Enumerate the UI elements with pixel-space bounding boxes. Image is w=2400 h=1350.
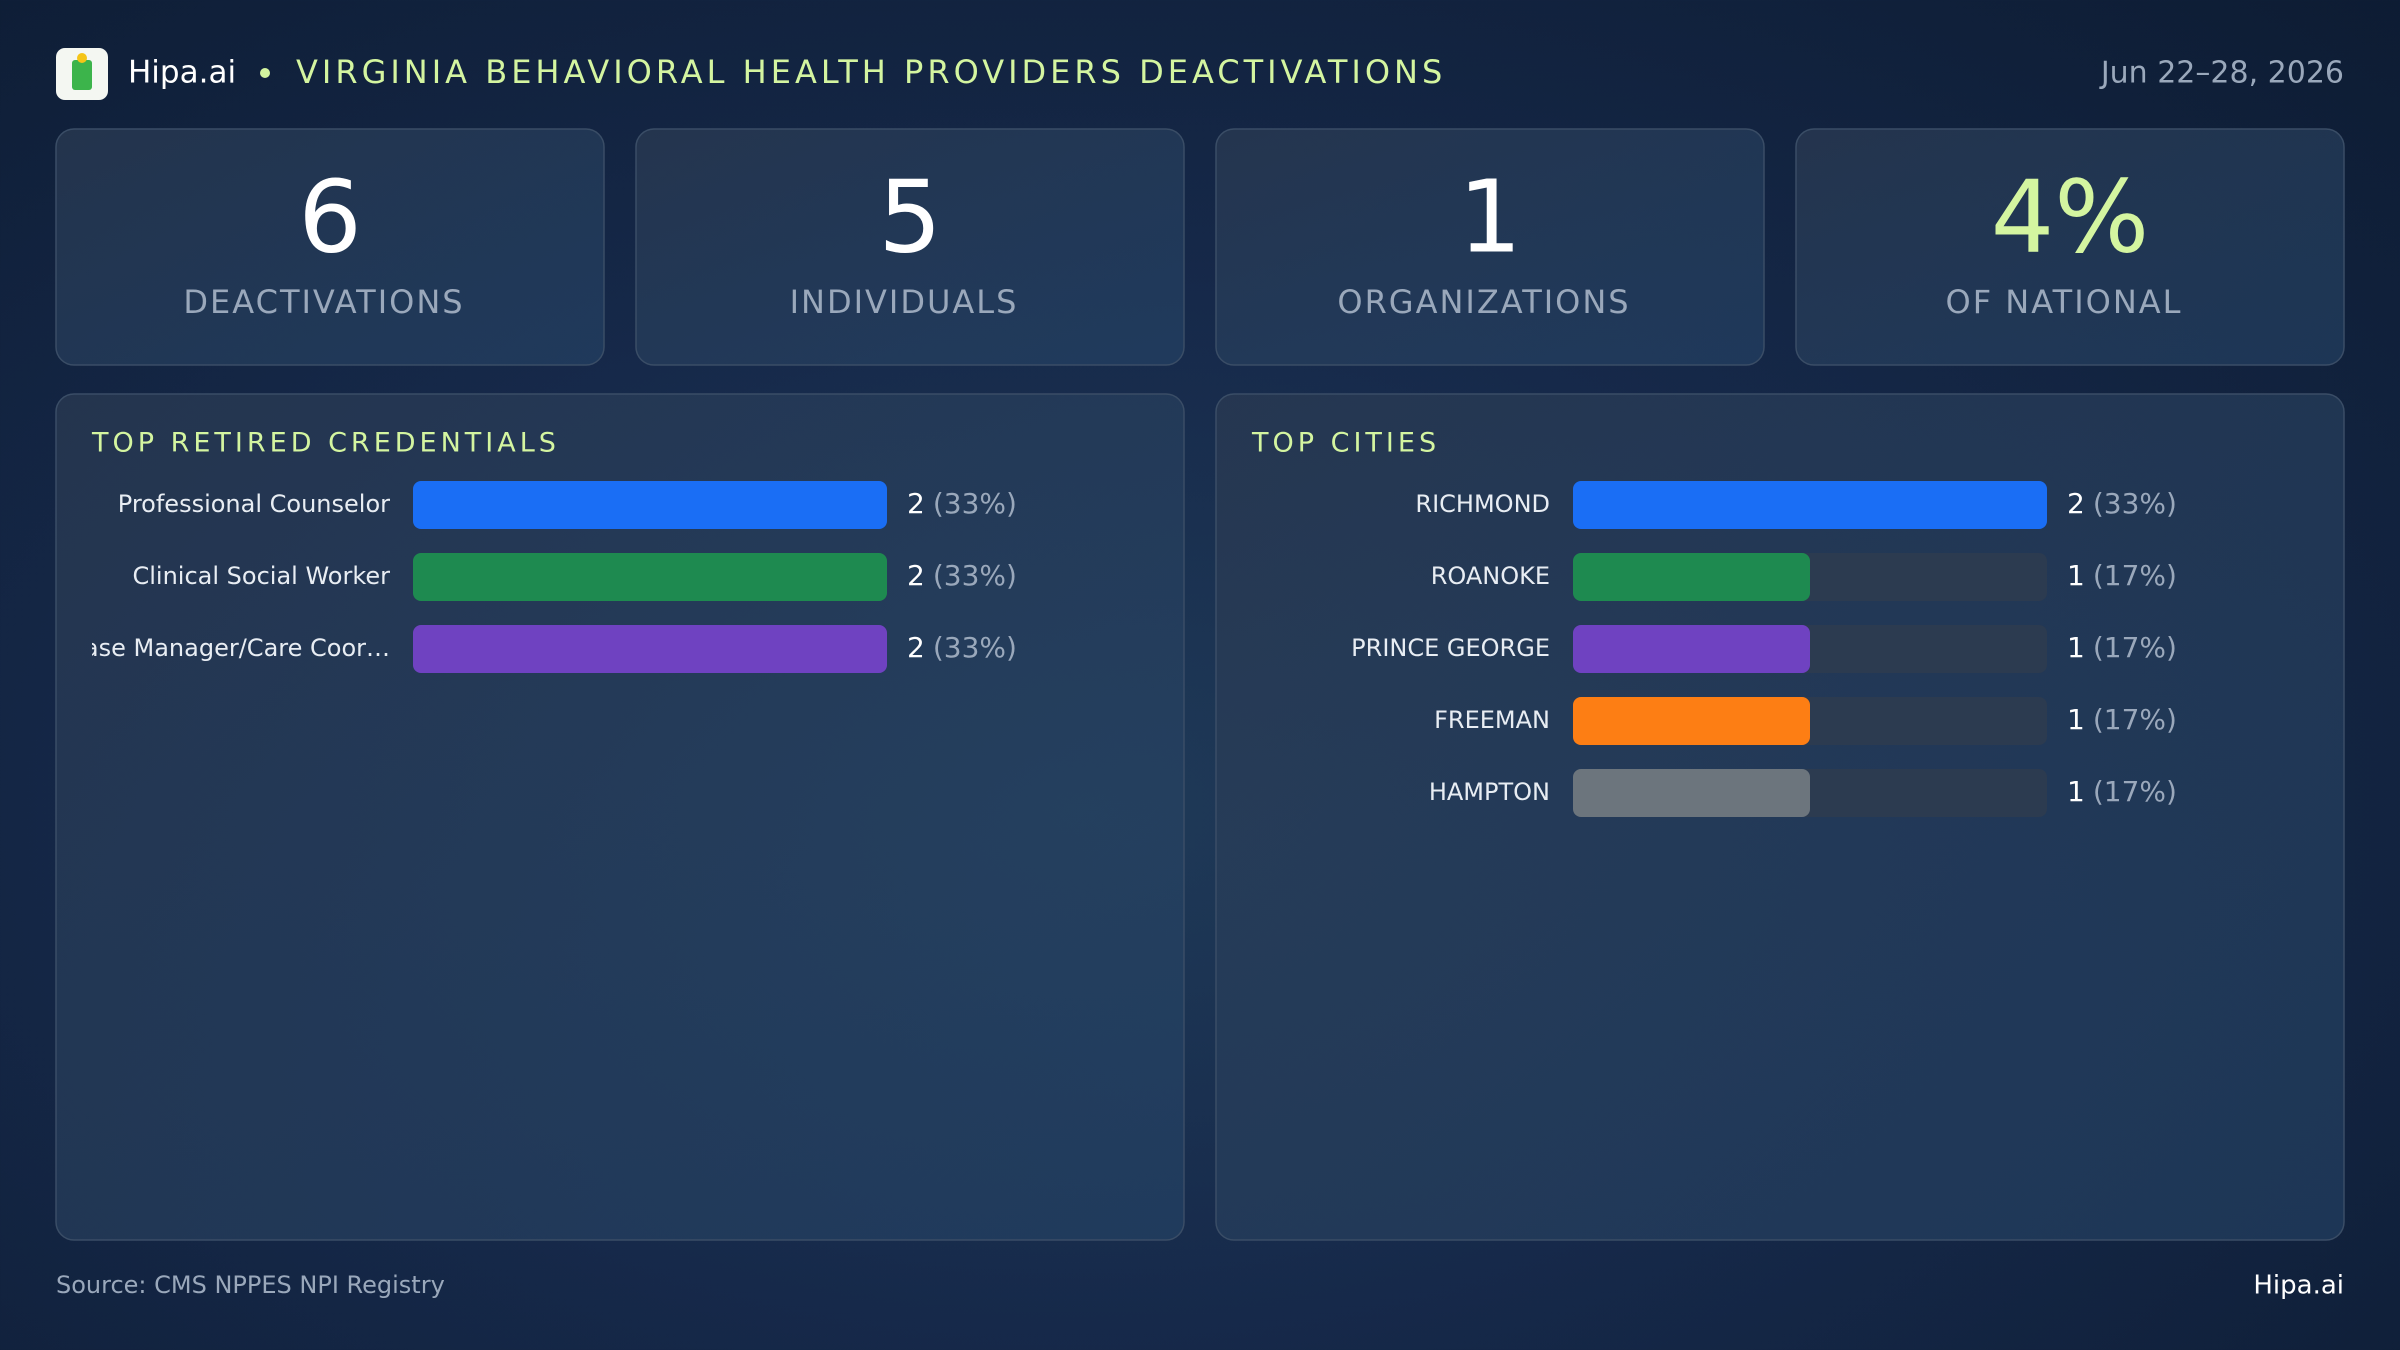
source: Source: CMS NPPES NPI Registry: [56, 1271, 445, 1299]
panel-title: TOP CITIES: [1251, 428, 1440, 459]
kpi-label: INDIVIDUALS: [790, 283, 1019, 321]
bar: [1573, 697, 1810, 745]
count: 1: [2067, 775, 2085, 808]
percent: (17%): [2093, 703, 2177, 736]
value-label: 1 (17%): [2067, 559, 2177, 592]
separator: [260, 68, 270, 78]
logo-dot: [77, 53, 87, 63]
percent: (33%): [2093, 487, 2177, 520]
value-label: 1 (17%): [2067, 775, 2177, 808]
bar: [413, 553, 887, 601]
kpi-label: ORGANIZATIONS: [1337, 283, 1630, 321]
kpi-value: 4%: [1991, 158, 2150, 275]
panel: [55, 393, 1185, 1241]
count: 2: [907, 487, 925, 520]
page-title: VIRGINIA BEHAVIORAL HEALTH PROVIDERS DEA…: [296, 53, 1446, 91]
count: 2: [2067, 487, 2085, 520]
category-label: Clinical Social Worker: [132, 562, 390, 590]
date-range: Jun 22–28, 2026: [2099, 56, 2344, 91]
count: 2: [907, 559, 925, 592]
category-label: FREEMAN: [1434, 706, 1550, 734]
logo-icon: [72, 60, 92, 90]
kpi-value: 5: [878, 158, 942, 275]
footer-brand: Hipa.ai: [2253, 1271, 2344, 1301]
percent: (33%): [933, 631, 1017, 664]
kpi-card: [55, 128, 605, 366]
bar: [1573, 769, 1810, 817]
bar: [1573, 481, 2047, 529]
value-label: 2 (33%): [907, 559, 1017, 592]
value-label: 1 (17%): [2067, 703, 2177, 736]
bar-chart: Professional Counselor 2 (33%)Clinical Soc…: [67, 481, 1017, 673]
category-label: Case Manager/Care Coor…: [67, 634, 390, 662]
panel-title: TOP RETIRED CREDENTIALS: [91, 428, 560, 459]
bar: [1573, 625, 1810, 673]
count: 1: [2067, 559, 2085, 592]
count: 1: [2067, 703, 2085, 736]
value-label: 2 (33%): [2067, 487, 2177, 520]
kpi-value: 6: [298, 158, 362, 275]
category-label: HAMPTON: [1429, 778, 1550, 806]
category-label: PRINCE GEORGE: [1351, 634, 1550, 662]
count: 2: [907, 631, 925, 664]
bar: [413, 625, 887, 673]
category-label: RICHMOND: [1415, 490, 1550, 518]
bar-chart: RICHMOND 2 (33%)ROANOKE 1 (17%)PRINCE GEORGE…: [1351, 481, 2177, 817]
brand: Hipa.ai: [128, 55, 236, 91]
kpi-card: [635, 128, 1185, 366]
kpi-card: [1795, 128, 2345, 366]
bar: [413, 481, 887, 529]
kpi-value: 1: [1458, 158, 1522, 275]
percent: (33%): [933, 487, 1017, 520]
kpi-label: OF NATIONAL: [1946, 283, 2183, 321]
category-label: Professional Counselor: [118, 490, 390, 518]
count: 1: [2067, 631, 2085, 664]
percent: (17%): [2093, 559, 2177, 592]
value-label: 2 (33%): [907, 487, 1017, 520]
percent: (17%): [2093, 775, 2177, 808]
bar: [1573, 553, 1810, 601]
category-label: ROANOKE: [1431, 562, 1550, 590]
percent: (33%): [933, 559, 1017, 592]
value-label: 2 (33%): [907, 631, 1017, 664]
value-label: 1 (17%): [2067, 631, 2177, 664]
percent: (17%): [2093, 631, 2177, 664]
kpi-label: DEACTIVATIONS: [183, 283, 464, 321]
kpi-card: [1215, 128, 1765, 366]
